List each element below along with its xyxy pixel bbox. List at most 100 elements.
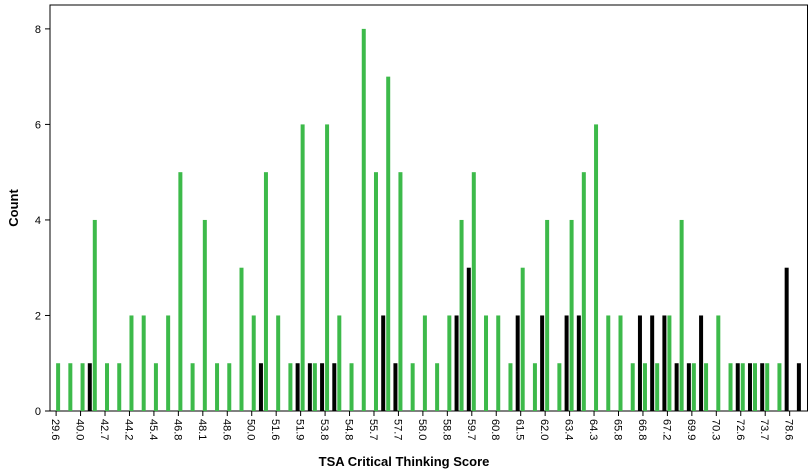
y-tick-label: 0 <box>35 406 41 418</box>
bar <box>381 315 386 411</box>
x-tick-label: 58.8 <box>440 419 452 440</box>
bar <box>496 315 501 411</box>
bar <box>581 172 586 411</box>
bar <box>307 363 312 411</box>
bar <box>295 363 300 411</box>
bar <box>637 315 642 411</box>
x-tick-label: 54.8 <box>343 419 355 440</box>
bar <box>337 315 342 411</box>
bar <box>349 363 354 411</box>
y-axis-title: Count <box>6 189 21 227</box>
bar <box>630 363 635 411</box>
bar <box>618 315 623 411</box>
x-tick-label: 50.0 <box>245 419 257 440</box>
bar <box>515 315 520 411</box>
y-tick-label: 8 <box>35 24 41 36</box>
x-tick-label: 61.5 <box>514 419 526 440</box>
bar <box>564 315 569 411</box>
x-tick-label: 46.8 <box>171 419 183 440</box>
bar <box>650 315 655 411</box>
x-axis-title: TSA Critical Thinking Score <box>319 454 490 469</box>
bar <box>141 315 146 411</box>
bar <box>447 315 452 411</box>
x-tick-label: 72.6 <box>734 419 746 440</box>
bar <box>117 363 122 411</box>
bar <box>716 315 721 411</box>
bar <box>520 267 525 411</box>
x-tick-label: 48.1 <box>196 419 208 440</box>
bar <box>459 219 464 411</box>
bar <box>190 363 195 411</box>
bar <box>545 219 550 411</box>
bar <box>655 363 660 411</box>
bar <box>576 315 581 411</box>
bar <box>606 315 611 411</box>
bar <box>679 219 684 411</box>
x-tick-label: 51.9 <box>294 419 306 440</box>
x-tick-label: 57.7 <box>391 419 403 440</box>
bar <box>312 363 317 411</box>
bar <box>662 315 667 411</box>
bar <box>227 363 232 411</box>
bar <box>239 267 244 411</box>
x-tick-label: 65.8 <box>612 419 624 440</box>
bar <box>540 315 545 411</box>
bar <box>784 267 789 411</box>
x-tick-label: 67.2 <box>660 419 672 440</box>
x-tick-label: 48.6 <box>220 419 232 440</box>
bar <box>80 363 85 411</box>
x-tick-label: 29.6 <box>49 419 61 440</box>
bar <box>373 172 378 411</box>
bar <box>435 363 440 411</box>
bar <box>691 363 696 411</box>
x-tick-label: 58.0 <box>416 419 428 440</box>
bar <box>166 315 171 411</box>
bar <box>728 363 733 411</box>
bar <box>466 267 471 411</box>
bar <box>752 363 757 411</box>
x-tick-label: 42.7 <box>98 419 110 440</box>
bar <box>471 172 476 411</box>
plot-frame <box>49 4 808 412</box>
bar <box>332 363 337 411</box>
bar <box>777 363 782 411</box>
bar <box>361 28 366 411</box>
x-tick-label: 45.4 <box>147 419 159 440</box>
bar <box>642 363 647 411</box>
bar <box>557 363 562 411</box>
y-tick-label: 2 <box>35 310 41 322</box>
bar <box>735 363 740 411</box>
bar <box>699 315 704 411</box>
bar <box>704 363 709 411</box>
bar <box>215 363 220 411</box>
x-tick-label: 64.3 <box>587 419 599 440</box>
bar <box>454 315 459 411</box>
bar <box>796 363 801 411</box>
y-tick-label: 6 <box>35 119 41 131</box>
bar <box>300 124 305 411</box>
x-tick-label: 78.6 <box>783 419 795 440</box>
bar <box>508 363 513 411</box>
bar <box>410 363 415 411</box>
x-tick-label: 62.0 <box>538 419 550 440</box>
bar <box>258 363 263 411</box>
bar <box>129 315 134 411</box>
bar <box>765 363 770 411</box>
bar <box>105 363 110 411</box>
bar <box>667 315 672 411</box>
bar <box>747 363 752 411</box>
bar <box>686 363 691 411</box>
y-tick-label: 4 <box>35 215 41 227</box>
bar <box>320 363 325 411</box>
x-tick-label: 73.7 <box>758 419 770 440</box>
bar <box>594 124 599 411</box>
bar <box>56 363 61 411</box>
bar <box>202 219 207 411</box>
bar <box>263 172 268 411</box>
bar <box>87 363 92 411</box>
bar <box>68 363 73 411</box>
bar <box>532 363 537 411</box>
bar <box>276 315 281 411</box>
x-tick-label: 60.8 <box>489 419 501 440</box>
